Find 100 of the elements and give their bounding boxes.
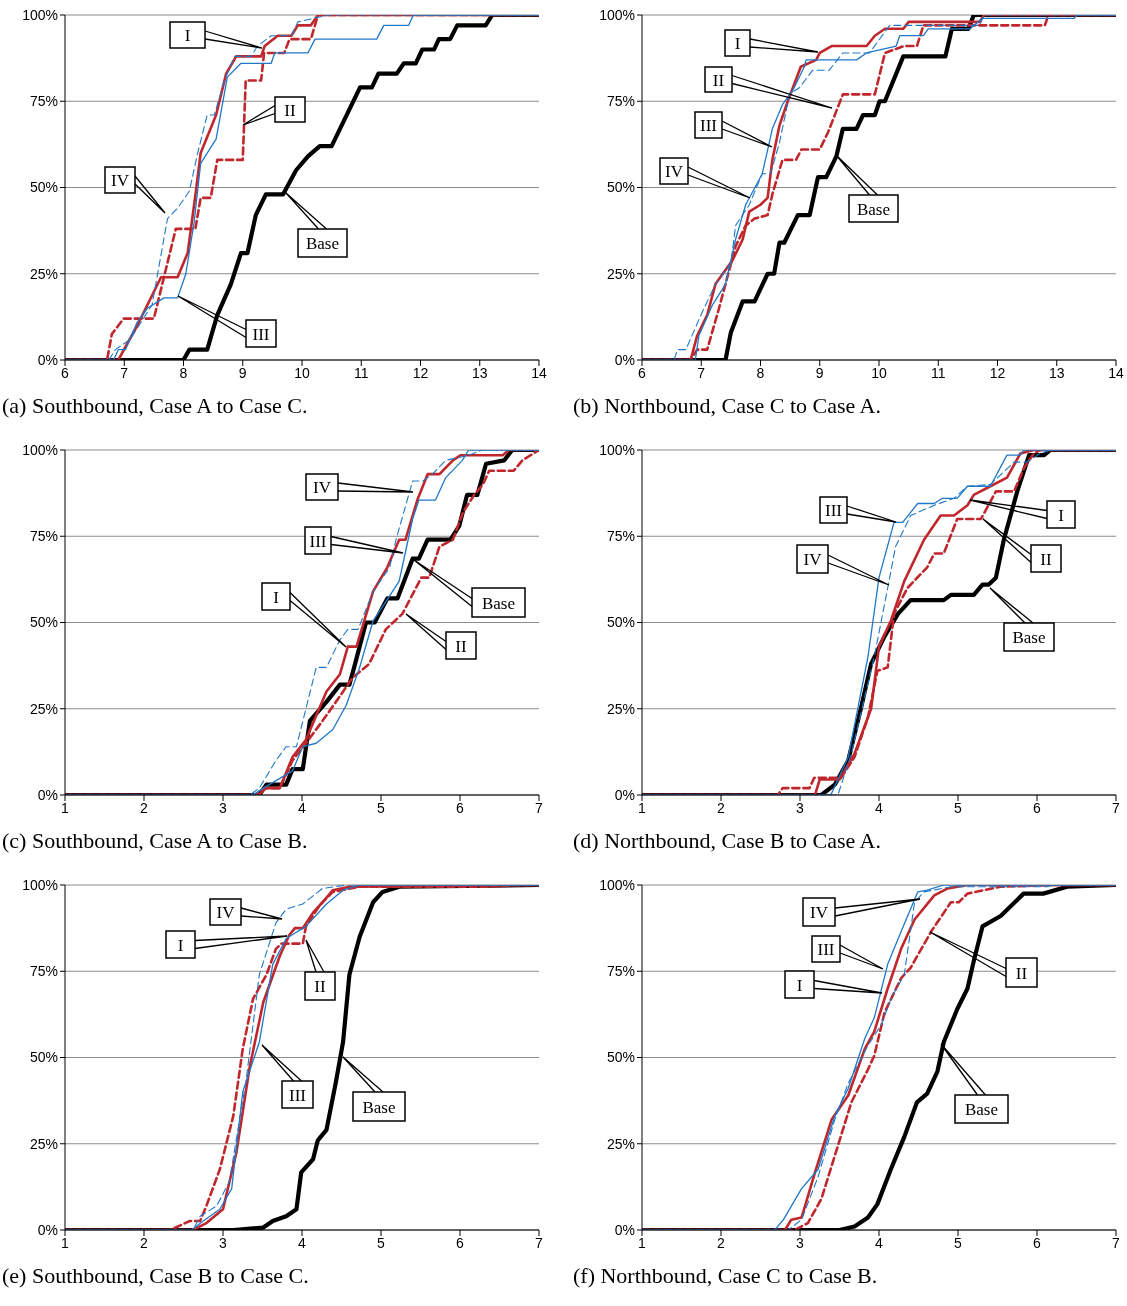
y-tick-label: 0% xyxy=(37,351,58,368)
x-tick-label: 6 xyxy=(61,364,70,381)
text: (c) Southbound, Case A to Case B. xyxy=(2,828,308,854)
x-tick-label: 7 xyxy=(535,1234,544,1251)
x-tick-label: 6 xyxy=(638,364,647,381)
x-tick-label: 3 xyxy=(219,1234,228,1251)
annotation: Base xyxy=(362,1097,396,1117)
x-tick-label: 5 xyxy=(954,1234,963,1251)
y-tick-label: 25% xyxy=(606,700,635,717)
x-tick-label: 8 xyxy=(179,364,188,381)
annotation: I xyxy=(1058,505,1065,525)
text: (a) Southbound, Case A to Case C. xyxy=(2,393,308,419)
y-tick-label: 0% xyxy=(37,1221,58,1238)
annotation: II xyxy=(1015,963,1028,983)
x-tick-label: 5 xyxy=(377,799,386,816)
y-tick-label: 75% xyxy=(606,528,635,545)
annotation: I xyxy=(177,935,184,955)
annotation: Base xyxy=(305,234,340,253)
y-tick-label: 100% xyxy=(599,6,635,23)
annotation: III xyxy=(700,116,718,135)
annotation: III xyxy=(252,324,270,344)
x-tick-label: 9 xyxy=(815,364,824,381)
annotation: I xyxy=(734,34,741,53)
x-tick-label: 13 xyxy=(1048,364,1065,381)
x-tick-label: 10 xyxy=(871,364,887,381)
y-tick-label: 100% xyxy=(599,876,635,893)
annotation: IV xyxy=(313,478,332,497)
y-tick-label: 75% xyxy=(29,963,58,980)
x-tick-label: 7 xyxy=(1112,799,1121,816)
y-tick-label: 50% xyxy=(29,1049,58,1066)
annotation: II xyxy=(284,100,296,120)
x-tick-label: 12 xyxy=(989,364,1006,381)
text: (e) Southbound, Case B to Case C. xyxy=(2,1263,309,1289)
x-tick-label: 12 xyxy=(412,364,429,381)
annotation: I xyxy=(273,587,280,607)
y-tick-label: 100% xyxy=(22,6,58,23)
x-tick-label: 13 xyxy=(471,364,488,381)
x-tick-label: 2 xyxy=(140,1234,149,1251)
annotation: I xyxy=(184,26,191,45)
x-tick-label: 11 xyxy=(930,364,946,381)
x-tick-label: 6 xyxy=(456,799,465,816)
annotation: IV xyxy=(216,903,236,922)
x-tick-label: 4 xyxy=(875,799,884,816)
y-tick-label: 50% xyxy=(606,614,635,631)
y-tick-label: 25% xyxy=(29,700,58,717)
annotation: Base xyxy=(1012,628,1046,647)
y-tick-label: 0% xyxy=(37,786,58,803)
x-tick-label: 2 xyxy=(717,1234,726,1251)
annotation: Base xyxy=(856,199,891,219)
y-tick-label: 0% xyxy=(614,351,635,368)
x-tick-label: 7 xyxy=(120,364,129,381)
x-tick-label: 2 xyxy=(140,799,149,816)
x-tick-label: 1 xyxy=(638,799,647,816)
x-tick-label: 7 xyxy=(1112,1234,1121,1251)
y-tick-label: 75% xyxy=(29,93,58,110)
annotation: II xyxy=(455,636,467,656)
x-tick-label: 2 xyxy=(717,799,726,816)
x-tick-label: 1 xyxy=(61,799,70,816)
y-tick-label: 100% xyxy=(599,441,635,458)
x-tick-label: 5 xyxy=(377,1234,386,1251)
annotation: II xyxy=(314,977,326,996)
x-tick-label: 6 xyxy=(1033,799,1042,816)
y-tick-label: 50% xyxy=(606,179,635,196)
annotation: IV xyxy=(803,550,823,569)
annotation: I xyxy=(796,975,803,995)
x-tick-label: 14 xyxy=(1108,364,1124,381)
annotation: III xyxy=(289,1085,307,1105)
x-tick-label: 6 xyxy=(1033,1234,1042,1251)
annotation: IV xyxy=(665,162,684,181)
x-tick-label: 6 xyxy=(456,1234,465,1251)
y-tick-label: 0% xyxy=(614,786,635,803)
x-tick-label: 14 xyxy=(531,364,547,381)
annotation: III xyxy=(309,531,327,551)
y-tick-label: 25% xyxy=(29,265,58,282)
x-tick-label: 4 xyxy=(298,1234,307,1251)
x-tick-label: 3 xyxy=(796,1234,805,1251)
x-tick-label: 8 xyxy=(756,364,765,381)
y-tick-label: 50% xyxy=(606,1049,635,1066)
annotation: Base xyxy=(964,1100,999,1119)
y-tick-label: 25% xyxy=(606,265,635,282)
x-tick-label: 4 xyxy=(875,1234,884,1251)
text: (d) Northbound, Case B to Case A. xyxy=(573,828,881,854)
y-tick-label: 50% xyxy=(29,179,58,196)
y-tick-label: 75% xyxy=(29,528,58,545)
x-tick-label: 7 xyxy=(535,799,544,816)
y-tick-label: 75% xyxy=(606,963,635,980)
text: (b) Northbound, Case C to Case A. xyxy=(573,393,881,419)
x-tick-label: 5 xyxy=(954,799,963,816)
annotation: III xyxy=(825,501,843,520)
y-tick-label: 50% xyxy=(29,614,58,631)
x-tick-label: 1 xyxy=(638,1234,647,1251)
y-tick-label: 100% xyxy=(22,441,58,458)
x-tick-label: 10 xyxy=(294,364,310,381)
y-tick-label: 75% xyxy=(606,93,635,110)
annotation: II xyxy=(712,70,725,90)
annotation: III xyxy=(817,940,835,959)
annotation: IV xyxy=(810,903,829,922)
y-tick-label: 25% xyxy=(29,1135,58,1152)
y-tick-label: 25% xyxy=(606,1135,635,1152)
annotation: IV xyxy=(111,171,130,190)
